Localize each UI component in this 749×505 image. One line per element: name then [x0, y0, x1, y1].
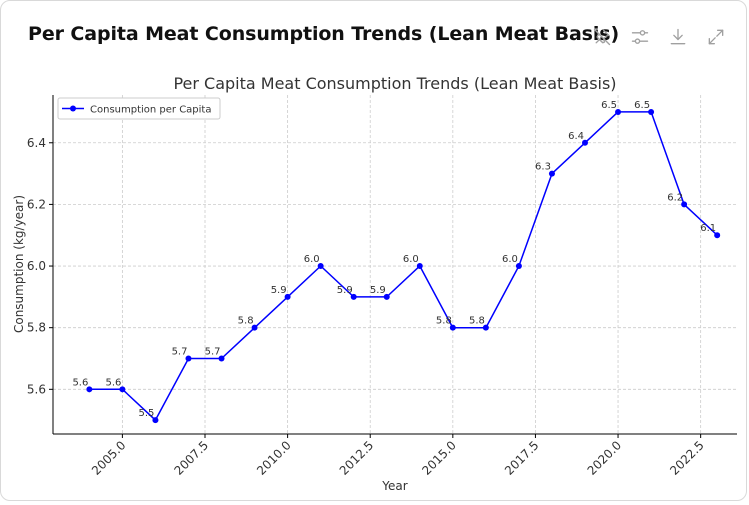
line-chart: 5.6 5.8 6.0 6.2 6.4 2005.0 2007.5 2010.0 2012.5 2… [12, 74, 737, 493]
legend-marker [70, 105, 76, 112]
y-tick-label: 6.4 [27, 136, 46, 150]
series-line [89, 111, 718, 422]
y-tick-label: 5.6 [27, 382, 46, 396]
y-tick-label: 5.8 [27, 321, 46, 335]
data-point [152, 417, 159, 424]
sliders-icon [631, 30, 649, 44]
legend-box [57, 97, 221, 120]
card-header: Per Capita Meat Consumption Trends (Lean… [1, 1, 748, 71]
data-point [548, 170, 555, 177]
data-point [350, 293, 357, 300]
legend: Consumption per Capita [57, 97, 221, 120]
data-point [218, 355, 225, 362]
data-labels: 5.6 5.6 5.5 5.7 5.7 5.8 5.9 6.0 5.9 5.9 6.0 5.8 5.8 6… [72, 100, 716, 419]
data-label: 5.6 [72, 377, 88, 388]
axes [52, 95, 737, 435]
pin-button[interactable] [590, 25, 614, 49]
data-point [714, 232, 721, 239]
data-point [582, 139, 588, 146]
x-tick-label: 2017.5 [502, 438, 542, 478]
download-icon [670, 28, 686, 45]
chart-title: Per Capita Meat Consumption Trends (Lean… [173, 74, 616, 93]
data-label: 6.0 [403, 254, 419, 265]
data-label: 6.5 [634, 100, 650, 111]
y-tick-label: 6.2 [27, 197, 46, 211]
data-point [648, 108, 655, 115]
data-point [317, 263, 324, 270]
x-axis-label: Year [381, 479, 407, 493]
data-point [185, 355, 192, 362]
data-label: 5.5 [139, 408, 155, 419]
x-tick-label: 2022.5 [667, 438, 707, 478]
expand-icon [708, 29, 724, 45]
data-label: 5.7 [172, 346, 188, 357]
data-label: 6.3 [535, 162, 551, 173]
page-title: Per Capita Meat Consumption Trends (Lean… [28, 23, 620, 45]
pin-off-icon [593, 28, 611, 46]
expand-button[interactable] [704, 25, 728, 49]
data-point [284, 293, 291, 300]
legend-label: Consumption per Capita [90, 105, 211, 116]
data-point [251, 324, 258, 331]
data-label: 6.2 [667, 192, 683, 203]
y-axis-label: Consumption (kg/year) [12, 195, 26, 333]
x-tick-label: 2012.5 [337, 438, 377, 478]
x-tick-label: 2005.0 [89, 438, 129, 478]
data-label: 6.4 [568, 131, 584, 142]
data-label: 5.6 [105, 377, 121, 388]
data-label: 5.8 [469, 316, 485, 327]
x-tick-label: 2020.0 [585, 438, 625, 478]
chart-area: 5.6 5.8 6.0 6.2 6.4 2005.0 2007.5 2010.0 2012.5 2… [1, 61, 748, 501]
data-point [416, 263, 423, 270]
data-label: 5.9 [337, 285, 353, 296]
data-point [515, 263, 522, 270]
data-point [383, 293, 390, 300]
series [86, 108, 721, 424]
x-tick-label: 2007.5 [172, 438, 212, 478]
data-label: 6.5 [601, 100, 617, 111]
data-label: 5.9 [271, 285, 287, 296]
grid [53, 95, 737, 434]
settings-button[interactable] [628, 25, 652, 49]
data-label: 6.0 [304, 254, 320, 265]
chart-toolbar [590, 25, 728, 49]
y-tick-label: 6.0 [27, 259, 46, 273]
data-label: 6.0 [502, 254, 518, 265]
data-label: 5.7 [205, 346, 221, 357]
data-point [119, 386, 126, 393]
data-point [681, 201, 688, 208]
data-label: 5.9 [370, 285, 386, 296]
x-tick-label: 2010.0 [254, 438, 294, 478]
download-button[interactable] [666, 25, 690, 49]
data-label: 5.8 [436, 316, 452, 327]
ticks: 5.6 5.8 6.0 6.2 6.4 2005.0 2007.5 2010.0 2012.5 2… [27, 136, 707, 478]
data-point [482, 324, 489, 331]
data-point [615, 108, 622, 115]
data-point [449, 324, 456, 331]
x-tick-label: 2015.0 [419, 438, 459, 478]
data-label: 6.1 [700, 223, 716, 234]
data-point [86, 386, 93, 393]
data-label: 5.8 [238, 316, 254, 327]
